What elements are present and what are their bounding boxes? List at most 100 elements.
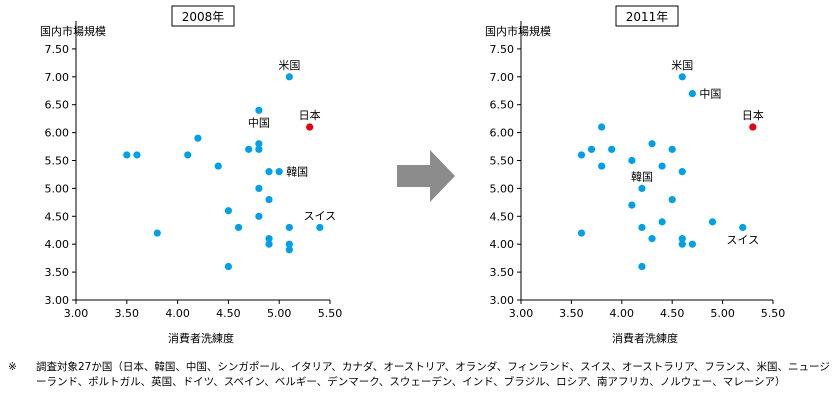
data-point [285, 246, 293, 254]
y-tick-label: 6.00 [45, 127, 70, 140]
point-annotation: 韓国 [631, 170, 653, 183]
data-point [153, 229, 161, 237]
chart-title: 2008年 [182, 10, 225, 24]
point-annotation: 日本 [299, 108, 321, 122]
data-point [598, 162, 606, 170]
data-point [608, 145, 616, 153]
data-point [739, 223, 747, 232]
data-point [658, 218, 666, 226]
data-point [628, 201, 636, 209]
data-point [265, 235, 273, 243]
data-point [577, 229, 586, 237]
data-point [285, 240, 293, 248]
y-tick-label: 5.00 [45, 182, 70, 195]
data-point [255, 145, 263, 153]
data-point [678, 235, 686, 243]
data-point [678, 168, 686, 176]
data-point [587, 145, 596, 153]
chart-title: 2011年 [626, 10, 669, 24]
y-tick-label: 4.50 [490, 210, 515, 223]
data-point [648, 235, 656, 243]
data-point-japan [306, 123, 314, 131]
point-annotation: スイス [304, 209, 337, 222]
y-tick-label: 5.50 [490, 155, 515, 168]
data-point [133, 151, 141, 159]
data-point [577, 151, 586, 159]
y-tick-label: 6.50 [490, 99, 515, 112]
y-tick-label: 7.00 [490, 71, 515, 84]
point-annotation: 中国 [699, 88, 721, 101]
footnote-mark: ※ [8, 361, 17, 373]
data-point [668, 195, 676, 204]
data-point [255, 184, 263, 192]
data-point [638, 184, 646, 192]
right-arrow-icon [397, 150, 455, 202]
y-tick-label: 7.50 [490, 43, 515, 56]
y-tick-label: 3.00 [490, 294, 515, 307]
data-point [648, 140, 656, 148]
data-point [214, 162, 222, 170]
data-point [255, 212, 263, 220]
data-point [184, 151, 192, 159]
point-annotation: 韓国 [286, 166, 308, 179]
y-tick-label: 3.00 [45, 294, 70, 307]
data-point [628, 156, 636, 165]
point-annotation: 日本 [742, 108, 764, 122]
data-point [265, 195, 273, 204]
chart-title-box [615, 5, 679, 27]
data-point [275, 168, 283, 176]
x-tick-label: 5.50 [318, 307, 343, 320]
data-point [224, 262, 232, 271]
y-axis-label: 国内市場規模 [485, 24, 551, 38]
data-point [668, 145, 676, 153]
point-annotation: スイス [726, 233, 759, 246]
data-point [255, 106, 263, 114]
data-point [638, 262, 646, 271]
x-tick-label: 5.50 [761, 307, 786, 320]
x-tick-label: 3.00 [509, 307, 534, 320]
data-point [245, 145, 253, 153]
data-point [285, 73, 293, 81]
y-tick-label: 3.50 [45, 266, 70, 279]
y-tick-label: 7.00 [45, 71, 70, 84]
point-annotation: 米国 [278, 59, 300, 72]
data-point [678, 240, 686, 248]
x-tick-label: 5.00 [710, 307, 735, 320]
data-point [688, 240, 696, 248]
y-tick-label: 4.50 [45, 210, 70, 223]
data-point [265, 168, 273, 176]
data-point [285, 223, 293, 232]
data-point [234, 223, 243, 232]
footnote: ※ 調査対象27か国（日本、韓国、中国、シンガポール、イタリア、カナダ、オースト… [8, 360, 834, 390]
footnote-text: 調査対象27か国（日本、韓国、中国、シンガポール、イタリア、カナダ、オーストリア… [36, 361, 830, 388]
data-point [658, 162, 666, 170]
data-point [678, 73, 686, 81]
data-point [194, 134, 202, 142]
y-axis-label: 国内市場規模 [40, 24, 106, 38]
data-point-japan [749, 123, 757, 131]
data-point [255, 140, 263, 148]
data-point [638, 223, 646, 232]
x-tick-label: 4.50 [660, 307, 685, 320]
data-point [224, 207, 232, 215]
data-point [708, 218, 717, 226]
x-tick-label: 3.50 [115, 307, 140, 320]
x-axis-label: 消費者洗練度 [168, 331, 234, 345]
x-tick-label: 3.50 [559, 307, 584, 320]
point-annotation: 米国 [671, 59, 693, 72]
y-tick-label: 7.50 [45, 43, 70, 56]
y-tick-label: 4.00 [490, 238, 515, 251]
y-tick-label: 5.50 [45, 155, 70, 168]
y-tick-label: 6.00 [490, 127, 515, 140]
y-tick-label: 3.50 [490, 266, 515, 279]
chart-title-box [171, 5, 235, 27]
x-axis-label: 消費者洗練度 [612, 331, 678, 345]
x-tick-label: 5.00 [267, 307, 292, 320]
x-tick-label: 4.00 [165, 307, 190, 320]
y-tick-label: 4.00 [45, 238, 70, 251]
y-tick-label: 6.50 [45, 99, 70, 112]
point-annotation: 中国 [248, 116, 270, 129]
